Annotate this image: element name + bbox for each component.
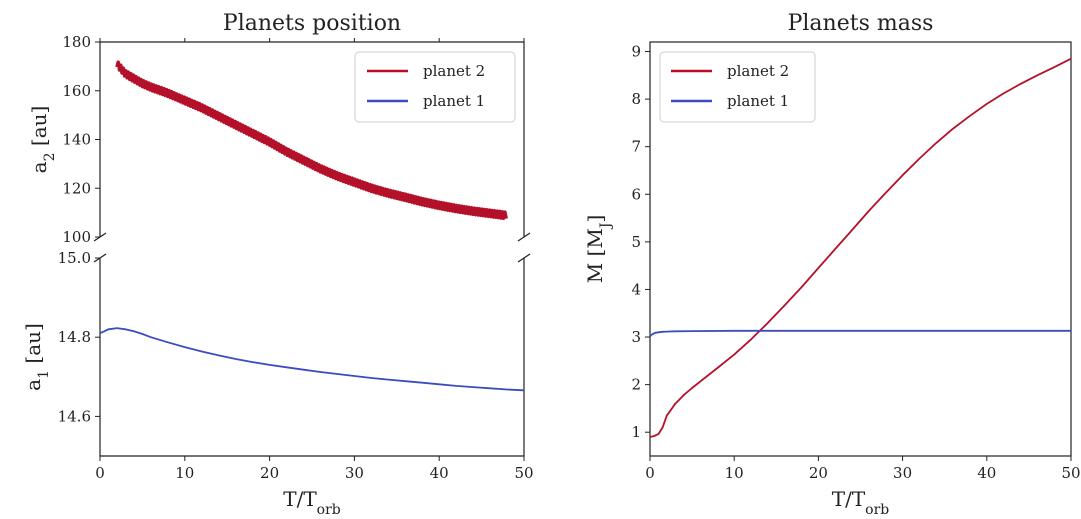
y-tick-label: 9 (631, 43, 641, 61)
x-tick-label: 20 (809, 464, 828, 482)
chart-title: Planets mass (788, 11, 934, 36)
y-tick-label: 7 (631, 138, 641, 156)
y-axis-label-lower-part-2: [au] (21, 323, 45, 370)
chart-planets-mass: Planets mass 1 2 3 4 5 6 7 8 9 0 10 20 30 40 50 T/Torb M … (583, 11, 1081, 518)
y-tick-label-upper: 160 (62, 82, 91, 100)
y-axis-label-part-0: M [M (583, 228, 607, 283)
y-tick-label-upper: 140 (62, 131, 91, 149)
y-axis-label: M [MJ] (583, 215, 614, 284)
y-tick-label-lower: 14.6 (58, 407, 91, 425)
legend: planet 2 planet 1 (659, 51, 816, 123)
y-tick-label-upper: 180 (62, 33, 91, 51)
series-line-planet-2 (649, 57, 1072, 438)
x-tick-label: 30 (893, 464, 912, 482)
chart-planets-position: Planets position10012014016018014.614.81… (21, 11, 534, 518)
y-tick-label: 2 (631, 376, 641, 394)
y-tick-label-upper: 100 (62, 228, 91, 246)
x-tick-label: 10 (175, 464, 194, 482)
y-tick-label: 3 (631, 328, 641, 346)
y-axis-label-upper-part-0: a (27, 161, 51, 173)
x-axis-label: T/Torb (832, 487, 890, 518)
series-line-planet-1 (99, 327, 525, 392)
legend-box (659, 51, 816, 123)
x-tick-label: 0 (645, 464, 655, 482)
x-axis-label-part-0: T/T (832, 487, 866, 511)
y-tick-label: 1 (631, 423, 641, 441)
series-line-planet-2 (115, 60, 508, 221)
legend-label: planet 2 (423, 62, 485, 80)
y-axis-label-lower-part-1: 1 (36, 370, 52, 379)
y-tick-label-lower: 15.0 (58, 249, 91, 267)
legend-label: planet 1 (423, 92, 485, 110)
y-axis-label-lower: a1 [au] (21, 323, 52, 391)
series-line-planet-1 (649, 329, 1071, 337)
axis-break-mark (517, 232, 531, 242)
x-tick-label: 0 (95, 464, 105, 482)
x-tick-label: 50 (1061, 464, 1080, 482)
lower-panel-frame (99, 258, 525, 457)
y-tick-label: 5 (631, 233, 641, 251)
y-axis-label-upper-part-1: 2 (42, 152, 58, 161)
axis-break-mark (517, 253, 531, 263)
y-axis-label-upper-part-2: [au] (27, 106, 51, 153)
y-tick-label: 8 (631, 90, 641, 108)
x-tick-label: 20 (260, 464, 279, 482)
y-tick-label: 4 (631, 280, 641, 298)
y-axis-label-lower-part-0: a (21, 379, 45, 391)
y-tick-label-lower: 14.8 (58, 328, 91, 346)
y-tick-label-upper: 120 (62, 179, 91, 197)
legend-box (354, 51, 516, 123)
x-axis-label-part-0: T/T (283, 487, 317, 511)
plot-frame (649, 41, 1072, 457)
x-tick-label: 30 (345, 464, 364, 482)
legend-label: planet 2 (727, 62, 789, 80)
x-tick-label: 10 (725, 464, 744, 482)
x-tick-label: 40 (430, 464, 449, 482)
y-axis-label-part-1: J (598, 223, 614, 231)
x-axis-label-part-1: orb (317, 502, 341, 518)
y-tick-label: 6 (631, 185, 641, 203)
y-axis-label-part-2: ] (583, 215, 607, 223)
legend: planet 2 planet 1 (354, 51, 516, 123)
y-axis-label-upper: a2 [au] (27, 106, 58, 174)
legend-label: planet 1 (727, 92, 789, 110)
x-tick-label: 40 (977, 464, 996, 482)
x-axis-label-part-1: orb (865, 502, 889, 518)
x-tick-label: 50 (514, 464, 533, 482)
x-axis-label: T/Torb (283, 487, 341, 518)
chart-title: Planets position (223, 11, 401, 36)
